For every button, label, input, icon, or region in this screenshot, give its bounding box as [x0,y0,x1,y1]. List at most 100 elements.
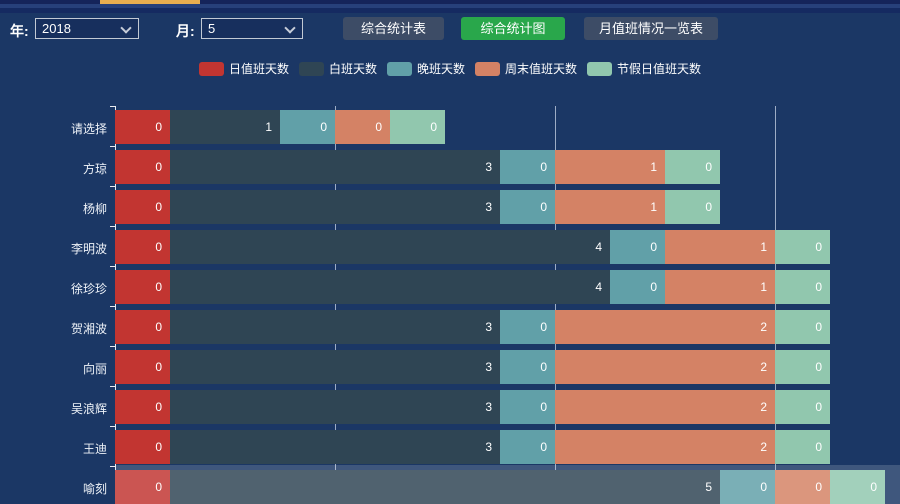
bar-segment[interactable]: 0 [115,470,170,504]
bar-segment[interactable]: 0 [115,390,170,424]
bar-segment[interactable]: 0 [500,150,555,184]
top-chrome-strip3 [0,8,900,13]
bar-segment[interactable]: 0 [280,110,335,144]
bar-value-label: 0 [155,270,162,304]
bar-segment[interactable]: 0 [335,110,390,144]
bar-segment[interactable]: 0 [610,270,665,304]
y-axis-tick [110,146,115,147]
legend-item[interactable]: 节假日值班天数 [587,60,701,77]
bar-value-label: 0 [540,390,547,424]
bar-segment[interactable]: 0 [115,430,170,464]
bar-segment[interactable]: 0 [665,190,720,224]
bar-value-label: 0 [430,110,437,144]
bar-segment[interactable]: 1 [665,270,775,304]
bar-segment[interactable]: 0 [115,350,170,384]
bar-segment[interactable]: 2 [555,390,775,424]
bar-segment[interactable]: 1 [555,190,665,224]
legend-label: 周末值班天数 [505,60,577,77]
bar-value-label: 0 [650,230,657,264]
bar-value-label: 0 [155,110,162,144]
bar-value-label: 3 [485,190,492,224]
bar-segment[interactable]: 0 [775,310,830,344]
bar-segment[interactable]: 0 [115,310,170,344]
bar-segment[interactable]: 0 [115,110,170,144]
legend-label: 晚班天数 [417,60,465,77]
bar-segment[interactable]: 0 [115,150,170,184]
bar-segment[interactable]: 2 [555,430,775,464]
legend-marker-icon [199,62,224,76]
bar-segment[interactable]: 0 [500,430,555,464]
bar-segment[interactable]: 0 [775,270,830,304]
y-axis-tick [110,386,115,387]
summary-chart-button[interactable]: 综合统计图 [461,17,565,40]
bar-segment[interactable]: 0 [115,230,170,264]
bar-segment[interactable]: 0 [775,390,830,424]
bar-segment[interactable]: 0 [665,150,720,184]
legend-item[interactable]: 周末值班天数 [475,60,577,77]
bar-segment[interactable]: 0 [720,470,775,504]
bar-segment[interactable]: 4 [170,270,610,304]
bar-segment[interactable]: 3 [170,350,500,384]
bar-segment[interactable]: 0 [500,350,555,384]
chart-legend: 日值班天数白班天数 晚班天数 周末值班天数节假日值班天数 [0,60,900,77]
legend-item[interactable]: 日值班天数 [199,60,289,77]
bar-segment[interactable]: 0 [610,230,665,264]
bar-value-label: 0 [540,150,547,184]
bar-segment[interactable]: 3 [170,390,500,424]
bar-value-label: 0 [815,310,822,344]
bar-segment[interactable]: 5 [170,470,720,504]
bar-segment[interactable]: 3 [170,190,500,224]
month-select[interactable]: 5 [201,18,303,39]
bar-segment[interactable]: 0 [115,190,170,224]
bar-value-label: 0 [155,350,162,384]
bar-value-label: 3 [485,150,492,184]
bar-segment[interactable]: 0 [775,430,830,464]
bar-segment[interactable]: 2 [555,350,775,384]
bar-value-label: 0 [815,350,822,384]
bar-value-label: 0 [155,310,162,344]
y-axis-label: 杨柳 [0,200,107,217]
bar-segment[interactable]: 1 [170,110,280,144]
year-label: 年: [10,21,29,41]
bar-segment[interactable]: 1 [555,150,665,184]
bar-segment[interactable]: 0 [500,310,555,344]
bar-segment[interactable]: 0 [830,470,885,504]
legend-item[interactable]: 白班天数 [299,60,377,77]
bar-value-label: 0 [155,230,162,264]
bar-segment[interactable]: 0 [115,270,170,304]
y-axis-label: 吴浪辉 [0,400,107,417]
bar-value-label: 0 [760,470,767,504]
bar-value-label: 0 [320,110,327,144]
y-axis-label: 贺湘波 [0,320,107,337]
bar-segment[interactable]: 0 [390,110,445,144]
bar-value-label: 0 [540,350,547,384]
y-axis-tick [110,426,115,427]
y-axis-label: 请选择 [0,120,107,137]
bar-segment[interactable]: 2 [555,310,775,344]
bar-segment[interactable]: 3 [170,150,500,184]
bar-value-label: 0 [815,470,822,504]
bar-segment[interactable]: 0 [775,230,830,264]
month-duty-overview-button[interactable]: 月值班情况一览表 [584,17,718,40]
bar-value-label: 0 [815,390,822,424]
legend-label: 日值班天数 [229,60,289,77]
bar-segment[interactable]: 3 [170,310,500,344]
legend-marker-icon [587,62,612,76]
bar-segment[interactable]: 0 [775,470,830,504]
bar-value-label: 0 [375,110,382,144]
bar-value-label: 0 [705,150,712,184]
bar-segment[interactable]: 1 [665,230,775,264]
bar-segment[interactable]: 3 [170,430,500,464]
bar-value-label: 0 [540,430,547,464]
legend-item[interactable]: 晚班天数 [387,60,465,77]
year-select[interactable]: 2018 [35,18,139,39]
bar-value-label: 0 [650,270,657,304]
summary-table-button[interactable]: 综合统计表 [343,17,444,40]
bar-value-label: 2 [760,430,767,464]
bar-segment[interactable]: 0 [500,390,555,424]
bar-value-label: 1 [265,110,272,144]
bar-value-label: 3 [485,350,492,384]
bar-segment[interactable]: 0 [500,190,555,224]
bar-segment[interactable]: 4 [170,230,610,264]
bar-segment[interactable]: 0 [775,350,830,384]
